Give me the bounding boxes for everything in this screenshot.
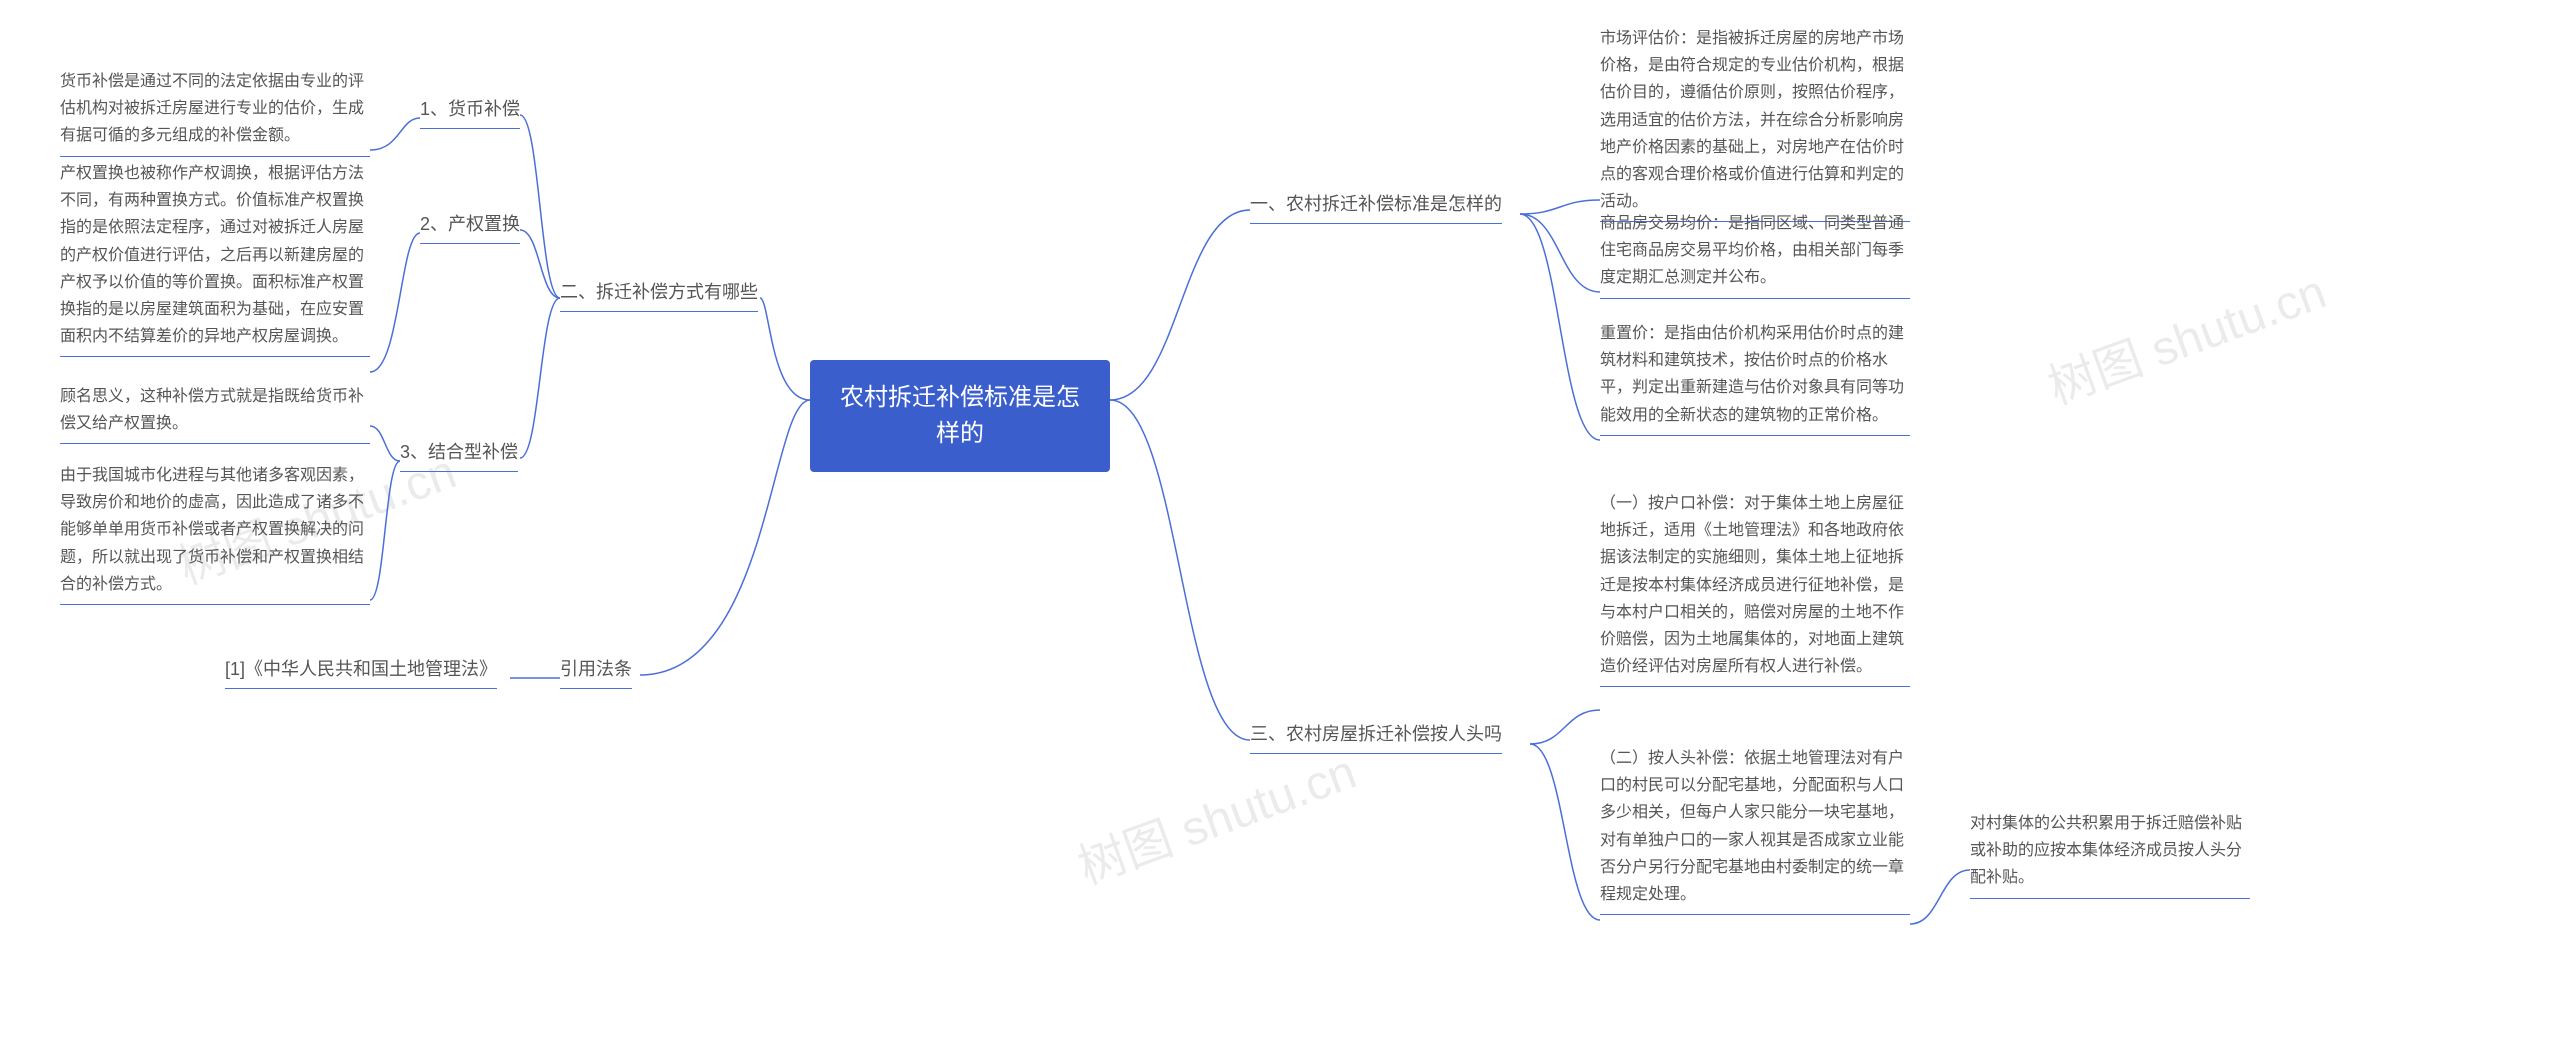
branch-2-sub-1-desc: 产权置换也被称作产权调换，根据评估方法不同，有两种置换方式。价值标准产权置换指的…: [60, 160, 370, 357]
branch-3-leaf-1: （二）按人头补偿：依据土地管理法对有户口的村民可以分配宅基地，分配面积与人口多少…: [1600, 745, 1910, 915]
branch-1-leaf-2: 重置价：是指由估价机构采用估价时点的建筑材料和建筑技术，按估价时点的价格水平，判…: [1600, 320, 1910, 436]
branch-2-sub-0: 1、货币补偿: [420, 95, 520, 129]
branch-2-sub-2: 3、结合型补偿: [400, 438, 518, 472]
branch-3: 三、农村房屋拆迁补偿按人头吗: [1250, 720, 1502, 754]
center-node: 农村拆迁补偿标准是怎样的: [810, 360, 1110, 472]
branch-3-extra: 对村集体的公共积累用于拆迁赔偿补贴或补助的应按本集体经济成员按人头分配补贴。: [1970, 810, 2250, 899]
branch-1-leaf-0: 市场评估价：是指被拆迁房屋的房地产市场价格，是由符合规定的专业估价机构，根据估价…: [1600, 25, 1910, 222]
branch-1: 一、农村拆迁补偿标准是怎样的: [1250, 190, 1502, 224]
branch-1-leaf-1: 商品房交易均价：是指同区域、同类型普通住宅商品房交易平均价格，由相关部门每季度定…: [1600, 210, 1910, 299]
branch-2: 二、拆迁补偿方式有哪些: [560, 278, 758, 312]
branch-3-leaf-0: （一）按户口补偿：对于集体土地上房屋征地拆迁，适用《土地管理法》和各地政府依据该…: [1600, 490, 1910, 687]
watermark: 树图 shutu.cn: [1067, 732, 1364, 897]
branch-2-sub-2-desc2: 由于我国城市化进程与其他诸多客观因素，导致房价和地价的虚高，因此造成了诸多不能够…: [60, 462, 370, 605]
branch-law: 引用法条: [560, 655, 632, 689]
branch-2-sub-0-desc: 货币补偿是通过不同的法定依据由专业的评估机构对被拆迁房屋进行专业的估价，生成有据…: [60, 68, 370, 157]
branch-2-sub-2-desc1: 顾名思义，这种补偿方式就是指既给货币补偿又给产权置换。: [60, 383, 370, 444]
center-title: 农村拆迁补偿标准是怎样的: [840, 384, 1080, 447]
branch-law-desc: [1]《中华人民共和国土地管理法》: [225, 655, 497, 689]
branch-2-sub-1: 2、产权置换: [420, 210, 520, 244]
watermark: 树图 shutu.cn: [2037, 252, 2334, 417]
